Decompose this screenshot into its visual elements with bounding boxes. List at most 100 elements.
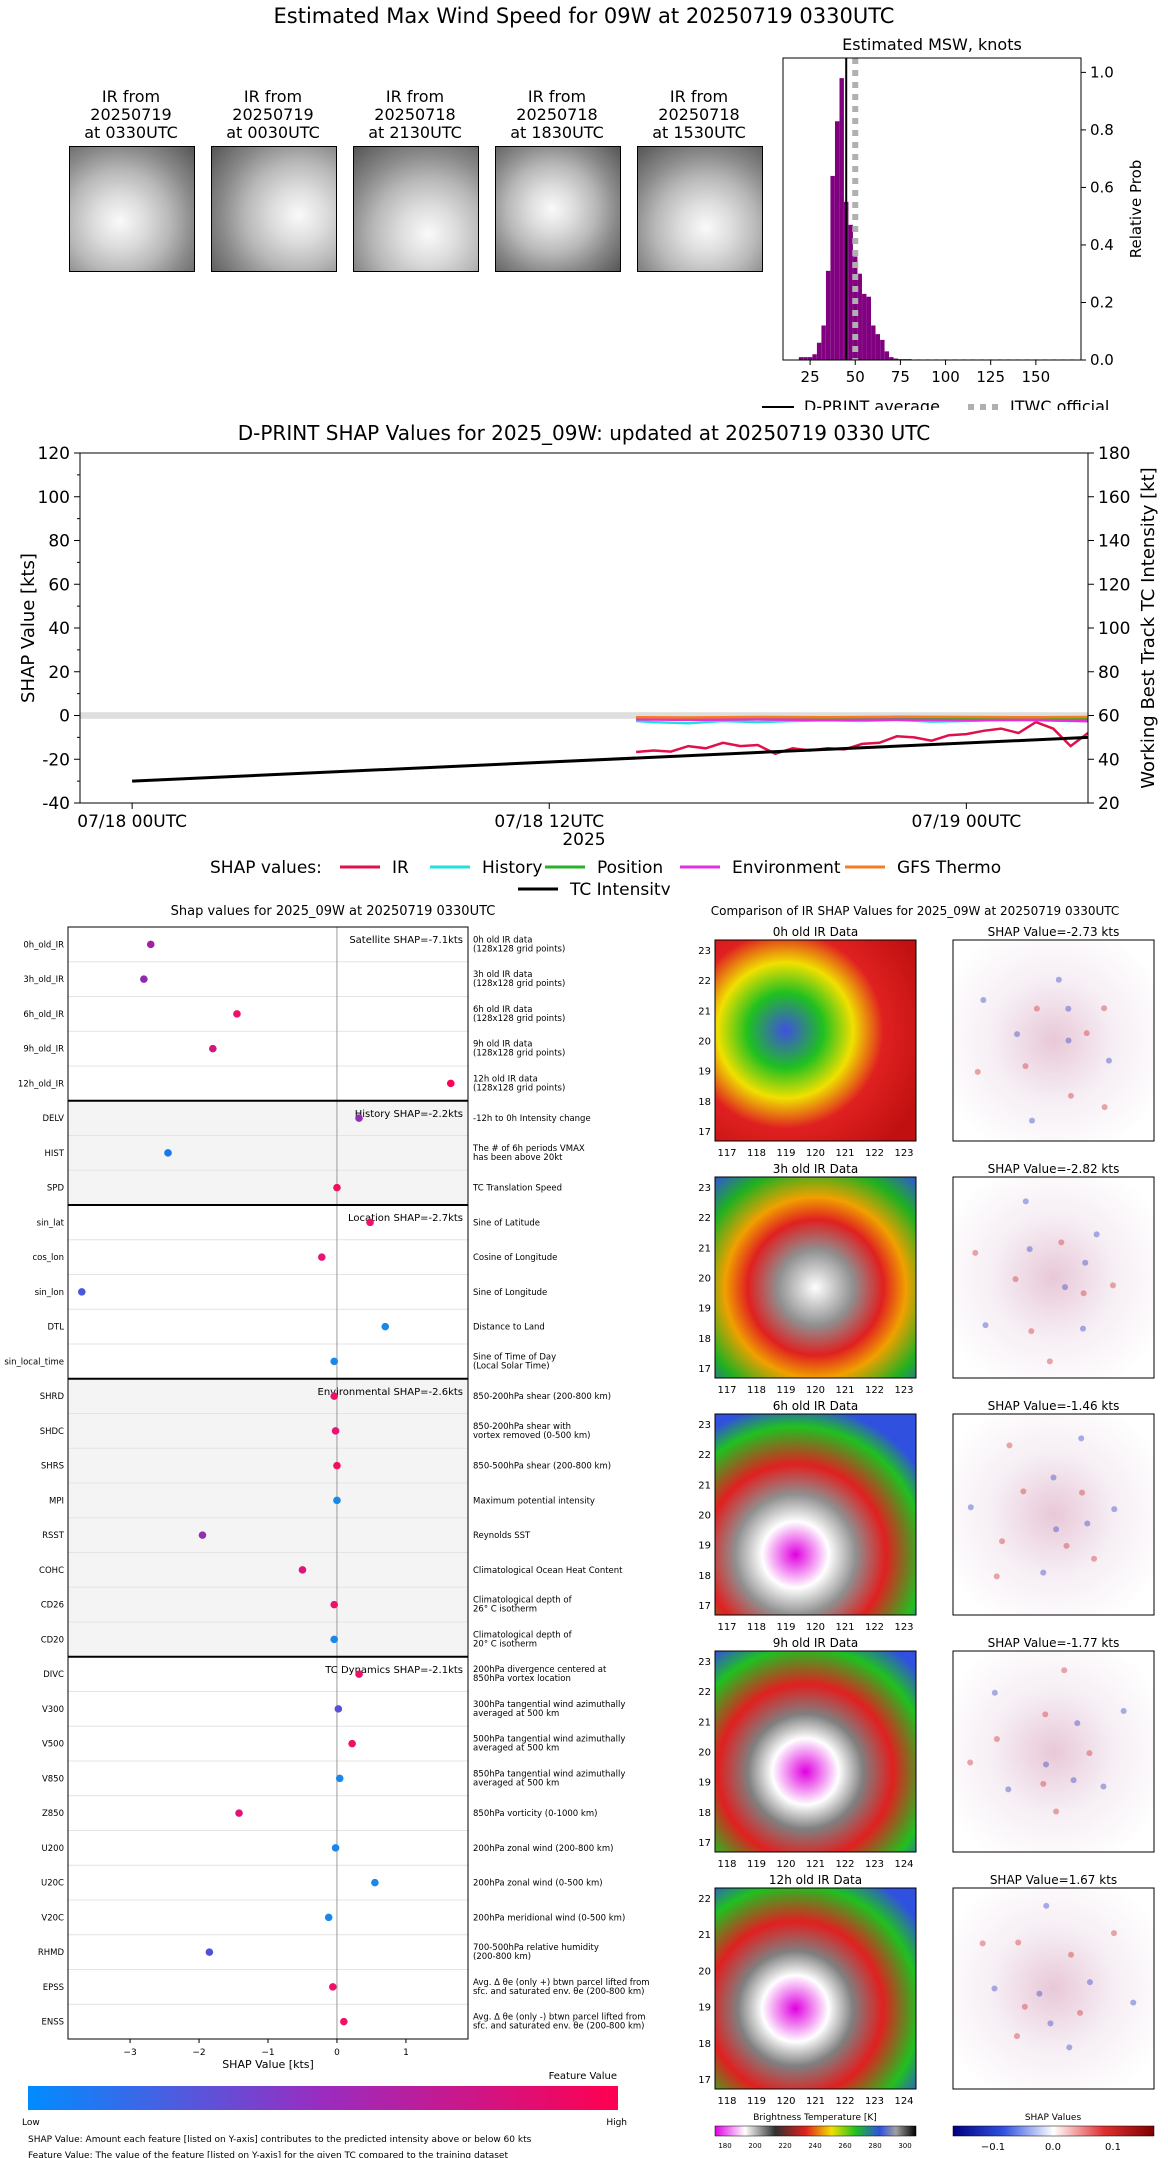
feature-name: DTL <box>48 1323 65 1333</box>
ir-x-tick-label: 119 <box>747 1859 766 1870</box>
ir-x-tick-label: 121 <box>835 1622 854 1633</box>
y-right-tick-label: 80 <box>1098 663 1120 683</box>
feature-name: Z850 <box>42 1809 64 1819</box>
ir-y-tick-label: 21 <box>698 1006 711 1017</box>
feature-name: 12h_old_IR <box>18 1079 64 1089</box>
ir-x-tick-label: 123 <box>865 2096 884 2107</box>
legend-label: GFS Thermo <box>897 858 1001 878</box>
ir-panel-title: 0h old IR Data <box>773 925 859 939</box>
ir-caption-time: at 0330UTC <box>84 123 178 142</box>
shap-timeseries-chart: D-PRINT SHAP Values for 2025_09W: update… <box>18 421 1159 895</box>
shap-point <box>233 1010 241 1018</box>
feature-name: SHDC <box>40 1427 64 1437</box>
y-axis-label: Relative Prob <box>1127 160 1145 259</box>
shap-point <box>209 1044 217 1053</box>
shap-tick-label: 0.0 <box>1045 2142 1061 2153</box>
feature-description: Sine of Time of Day <box>473 1352 556 1362</box>
ir-thumbnail-image <box>211 146 337 272</box>
y-tick-label: 20 <box>48 663 70 683</box>
feature-description: averaged at 500 km <box>473 1709 559 1719</box>
x-tick-label: 1 <box>403 2048 409 2058</box>
feature-description: Climatological Ocean Heat Content <box>473 1566 623 1576</box>
y-right-tick-label: 160 <box>1098 488 1130 508</box>
shap-speck <box>1061 1667 1068 1674</box>
x-tick-label: 0 <box>334 2048 340 2058</box>
shap-point <box>164 1149 172 1157</box>
feature-name: 6h_old_IR <box>23 1010 64 1020</box>
histogram-bar <box>803 357 808 360</box>
feature-description: Sine of Longitude <box>473 1288 547 1298</box>
shap-point <box>205 1948 214 1956</box>
y-right-tick-label: 60 <box>1098 707 1120 727</box>
group-shap-label: Satellite SHAP=-7.1kts <box>349 935 463 946</box>
shap-point <box>355 1114 363 1122</box>
legend-title: SHAP values: <box>210 858 322 878</box>
msw-histogram-chart: Estimated MSW, knots 25 50 75 100 125 150 0.0 0.… <box>762 35 1145 410</box>
shap-speck <box>972 1249 979 1256</box>
y-tick-label: 0.8 <box>1090 121 1114 139</box>
y-tick-label: -20 <box>42 750 70 770</box>
ir-y-tick-label: 20 <box>698 1511 711 1522</box>
colorbar-high-label: High <box>606 2118 627 2128</box>
feature-name: 3h_old_IR <box>23 975 64 985</box>
y-right-tick-label: 120 <box>1098 575 1130 595</box>
shap-tick-label: −0.1 <box>981 2142 1005 2153</box>
shap-point <box>446 1079 455 1088</box>
ir-x-tick-label: 123 <box>894 1622 913 1633</box>
feature-description: Reynolds SST <box>473 1531 531 1541</box>
y-axis-label: SHAP Value [kts] <box>18 553 39 703</box>
ir-x-tick-label: 122 <box>835 2096 854 2107</box>
colorbar-low-label: Low <box>22 2118 40 2128</box>
shap-speck <box>1014 1031 1021 1038</box>
ir-x-tick-label: 124 <box>894 2096 913 2107</box>
ir-caption-line: IR from <box>527 87 587 106</box>
series-line-tc-intensity <box>132 735 1089 783</box>
ir-y-tick-label: 19 <box>698 1304 711 1315</box>
ir-caption-time: at 0030UTC <box>226 123 320 142</box>
ir-y-tick-label: 22 <box>698 976 711 987</box>
feature-description: vortex removed (0-500 km) <box>473 1431 590 1441</box>
shap-heatmap-image <box>952 1176 1155 1379</box>
feature-name: U200 <box>42 1844 64 1854</box>
ir-x-tick-label: 120 <box>776 2096 795 2107</box>
shap-point <box>333 1496 341 1505</box>
x-tick-label: −2 <box>192 2048 205 2058</box>
colorbar-label: Feature Value <box>549 2071 617 2082</box>
feature-description: 20° C isotherm <box>473 1639 537 1649</box>
shap-speck <box>1020 1488 1027 1495</box>
histogram-bar <box>857 273 862 360</box>
histogram-bar <box>875 334 881 360</box>
scatter-title: Shap values for 2025_09W at 20250719 033… <box>171 904 496 919</box>
feature-description: sfc. and saturated env. θe (200-800 km) <box>473 1987 645 1997</box>
shap-speck <box>1080 1325 1086 1332</box>
shap-speck <box>1065 1037 1072 1044</box>
ir-y-tick-label: 20 <box>698 1037 711 1048</box>
bt-tick-label: 240 <box>808 2142 821 2150</box>
shap-speck <box>1065 1005 1072 1012</box>
shap-point <box>317 1253 326 1261</box>
page-title: Estimated Max Wind Speed for 09W at 2025… <box>273 4 895 28</box>
x-tick-label: 07/19 00UTC <box>911 812 1021 832</box>
ir-caption-date: 20250718 <box>516 105 598 124</box>
shap-panel-title: SHAP Value=1.67 kts <box>990 1873 1117 1887</box>
ir-x-tick-label: 122 <box>865 1622 884 1633</box>
shap-point <box>340 2017 348 2026</box>
ir-thumbnail-image <box>495 146 621 272</box>
shap-speck <box>1110 1930 1117 1937</box>
ir-x-tick-label: 118 <box>747 1148 766 1159</box>
shap-speck <box>993 1735 1000 1742</box>
ir-y-tick-label: 17 <box>698 1838 711 1849</box>
ir-brightness-image <box>714 1413 917 1616</box>
ir-y-tick-label: 23 <box>698 1657 711 1668</box>
shap-speck <box>1093 1231 1100 1238</box>
feature-description: 200hPa zonal wind (200-800 km) <box>473 1844 613 1854</box>
shap-point <box>330 1635 339 1644</box>
shap-speck <box>1105 1057 1112 1064</box>
y-right-tick-label: 40 <box>1098 750 1120 770</box>
feature-name: DIVC <box>43 1670 64 1680</box>
ir-y-tick-label: 17 <box>698 1364 711 1375</box>
shap-point <box>235 1809 243 1817</box>
shap-speck <box>1058 1239 1065 1246</box>
histogram-bar <box>862 293 867 360</box>
shap-speck <box>1046 1358 1053 1365</box>
